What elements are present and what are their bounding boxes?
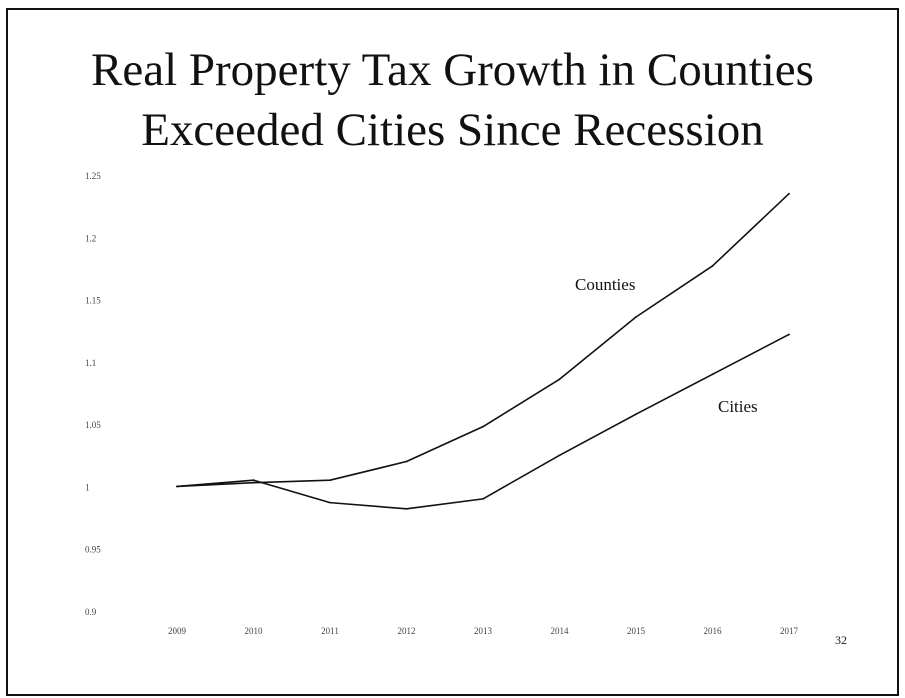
title-line-2: Exceeded Cities Since Recession xyxy=(141,104,764,156)
x-tick-label: 2017 xyxy=(780,626,799,636)
y-tick-label: 1.15 xyxy=(85,296,101,306)
series-line-counties xyxy=(176,193,790,488)
x-tick-label: 2016 xyxy=(704,626,723,636)
data-point-counties xyxy=(788,192,790,195)
page-number: 32 xyxy=(835,633,847,647)
x-tick-label: 2011 xyxy=(321,626,339,636)
data-point-cities xyxy=(711,373,714,376)
y-tick-label: 1.05 xyxy=(85,420,101,430)
data-point-cities xyxy=(788,333,790,336)
data-point-counties xyxy=(482,425,484,428)
data-point-counties xyxy=(635,316,637,318)
data-point-counties xyxy=(329,479,331,482)
data-point-counties xyxy=(252,481,255,484)
data-point-counties xyxy=(711,265,714,267)
data-point-counties xyxy=(558,378,561,381)
x-tick-label: 2014 xyxy=(551,626,570,636)
x-tick-label: 2013 xyxy=(474,626,493,636)
y-tick-label: 0.9 xyxy=(85,607,97,617)
x-tick-label: 2012 xyxy=(398,626,416,636)
y-tick-label: 1.2 xyxy=(85,233,96,243)
y-tick-label: 0.95 xyxy=(85,545,101,555)
series-label-counties: Counties xyxy=(575,275,635,294)
data-point-counties xyxy=(405,460,408,463)
y-tick-label: 1.1 xyxy=(85,358,96,368)
title-line-1: Real Property Tax Growth in Counties xyxy=(91,44,814,96)
y-tick-label: 1.25 xyxy=(85,171,101,181)
series-label-cities: Cities xyxy=(718,397,758,416)
x-tick-label: 2015 xyxy=(627,626,646,636)
data-point-cities xyxy=(482,497,484,500)
data-point-cities xyxy=(252,479,255,482)
x-tick-label: 2009 xyxy=(168,626,187,636)
y-tick-label: 1 xyxy=(85,482,90,492)
data-point-cities xyxy=(405,507,408,510)
slide-title: Real Property Tax Growth in Counties Exc… xyxy=(0,40,905,160)
data-point-cities xyxy=(635,413,637,416)
data-point-cities xyxy=(176,485,178,488)
slide-border xyxy=(6,8,899,696)
x-tick-label: 2010 xyxy=(245,626,264,636)
data-point-cities xyxy=(329,501,331,504)
data-point-cities xyxy=(558,454,561,457)
